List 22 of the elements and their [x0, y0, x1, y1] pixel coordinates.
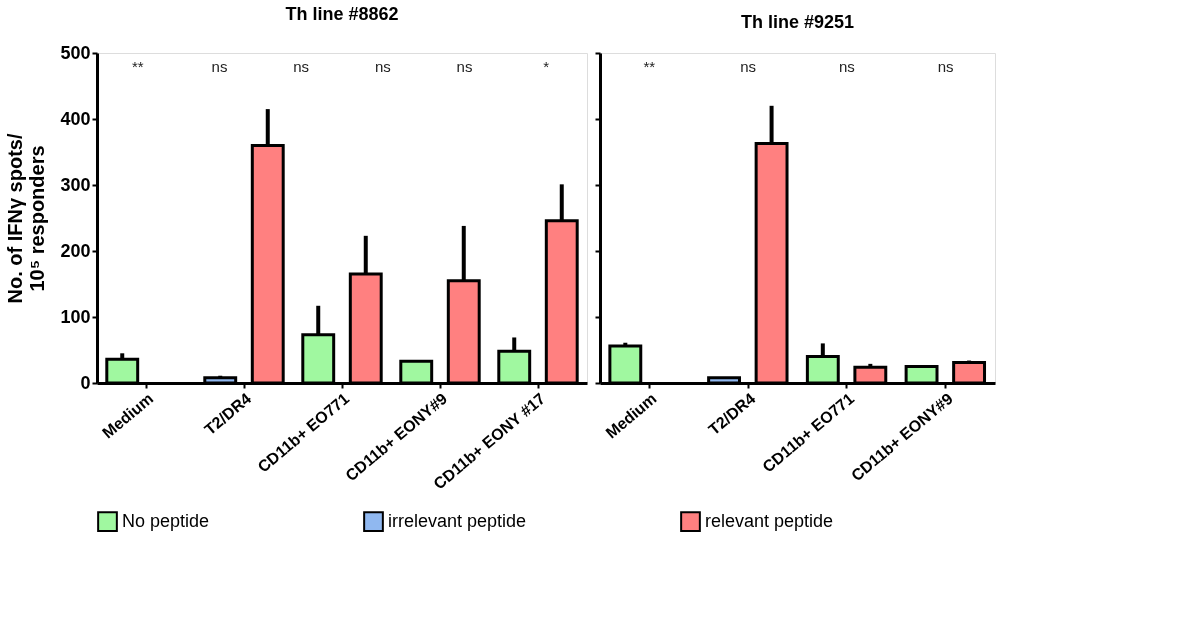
annotation: ns — [456, 58, 473, 75]
y-tick-label: 300 — [60, 174, 91, 195]
annotation: ns — [211, 58, 228, 75]
y-axis-title: No. of IFNγ spots/ 10⁵ responders — [4, 133, 49, 304]
chart-title: Th line #9251 — [740, 12, 855, 32]
annotation: ns — [740, 58, 757, 75]
y-tick-label: 100 — [60, 306, 91, 327]
annotation: ** — [131, 58, 144, 75]
annotation: * — [543, 58, 550, 75]
y-tick-label: 400 — [60, 108, 91, 129]
chart-title: Th line #8862 — [285, 4, 399, 24]
y-tick-label: 0 — [80, 372, 91, 393]
y-tick-label: 200 — [60, 240, 91, 261]
legend-label: No peptide — [122, 510, 210, 531]
legend-label: relevant peptide — [705, 510, 834, 531]
annotation: ns — [838, 58, 855, 75]
legend-label: irrelevant peptide — [388, 510, 527, 531]
annotation: ** — [643, 58, 656, 75]
y-tick-label: 500 — [60, 42, 91, 63]
annotation: ns — [374, 58, 391, 75]
annotation: ns — [937, 58, 954, 75]
annotation: ns — [293, 58, 310, 75]
